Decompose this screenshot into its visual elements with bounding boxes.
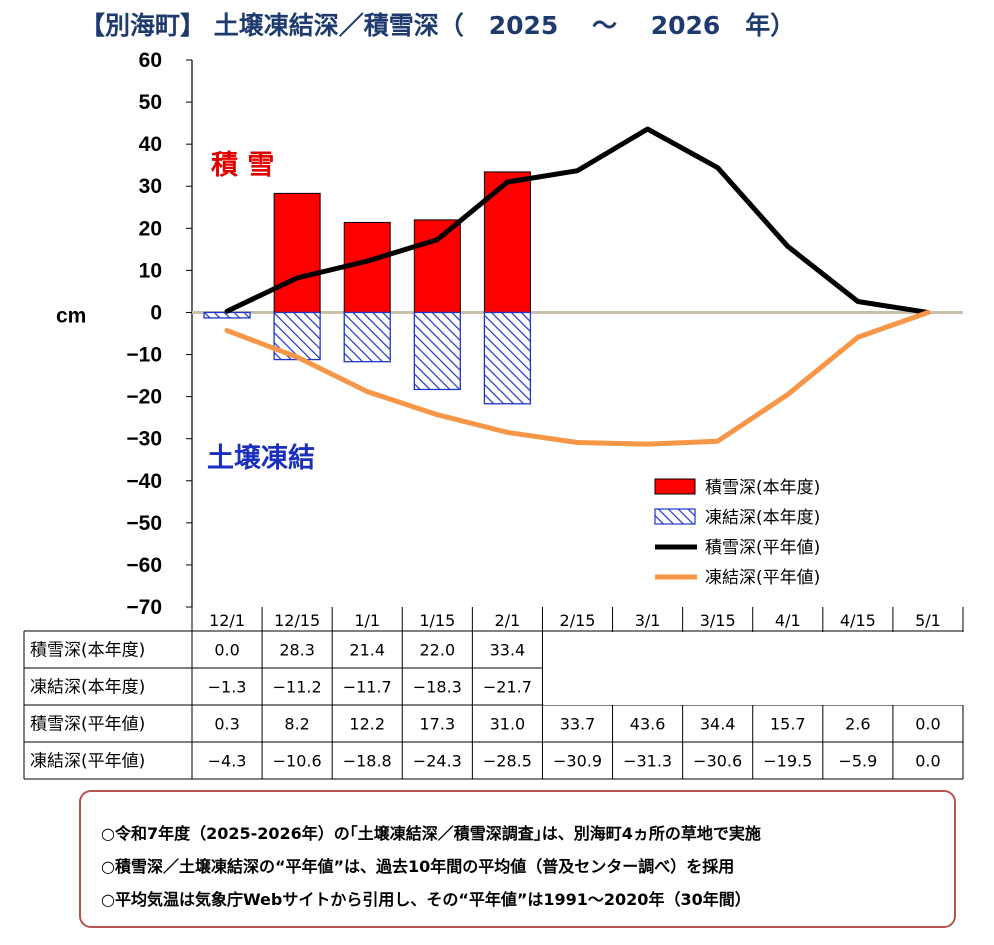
y-tick-label: −40 [126, 470, 162, 493]
data-label: −30.9 [553, 752, 602, 771]
x-tick-label: 1/15 [419, 611, 455, 630]
data-label: 12.2 [349, 715, 385, 734]
data-label: −18.8 [343, 752, 392, 771]
frost-bar [413, 311, 461, 391]
data-label: 0.0 [214, 641, 239, 660]
data-label: −1.3 [208, 678, 247, 697]
note-1: ○令和7年度（2025-2026年）の｢土壌凍結深／積雪深調査｣は、別海町4ヵ所… [101, 824, 761, 843]
note-2: ○積雪深／土壌凍結深の“平年値”は、過去10年間の平均値（普及センター調べ）を採… [101, 857, 735, 876]
data-label: 33.7 [560, 715, 596, 734]
data-label: 0.3 [214, 715, 239, 734]
snow-annotation: 積 雪 [211, 150, 274, 181]
y-tick-label: −60 [126, 554, 162, 577]
data-label: −30.6 [693, 752, 742, 771]
y-tick-label: 60 [139, 49, 162, 72]
y-tick-label: 40 [139, 133, 162, 156]
y-tick-label: −10 [126, 344, 162, 367]
data-label: 28.3 [279, 641, 315, 660]
frost-annotation: 土壌凍結 [207, 442, 315, 474]
data-label: 34.4 [700, 715, 736, 734]
data-label: −18.3 [413, 678, 462, 697]
data-label: 33.4 [490, 641, 526, 660]
x-tick-label: 4/1 [775, 611, 801, 630]
table-row-label: 積雪深(平年値) [30, 715, 145, 735]
y-tick-label: 0 [150, 301, 162, 324]
snow-bar [273, 192, 321, 313]
legend-swatch-snow [654, 478, 696, 495]
legend-swatch-frost [654, 508, 696, 525]
legend-label: 凍結深(本年度) [705, 508, 820, 528]
x-tick-label: 3/1 [635, 611, 661, 630]
note-3: ○平均気温は気象庁Webサイトから引用し、その“平年値”は1991～2020年（… [101, 890, 751, 909]
data-label: −24.3 [413, 752, 462, 771]
data-label: −28.5 [483, 752, 532, 771]
y-tick-label: 50 [139, 91, 162, 114]
frost-bar [483, 311, 532, 405]
data-label: 21.4 [349, 641, 385, 660]
data-label: −11.7 [343, 678, 392, 697]
y-tick-label: −50 [126, 512, 162, 535]
x-tick-label: 12/15 [274, 611, 320, 630]
data-label: −31.3 [623, 752, 672, 771]
data-label: −11.2 [273, 678, 322, 697]
data-label: 8.2 [284, 715, 309, 734]
snow-bar [413, 219, 461, 313]
data-label: 22.0 [420, 641, 456, 660]
notes-box: ○令和7年度（2025-2026年）の｢土壌凍結深／積雪深調査｣は、別海町4ヵ所… [79, 790, 956, 928]
data-label: 0.0 [915, 752, 940, 771]
data-label: 31.0 [490, 715, 526, 734]
x-tick-label: 2/1 [495, 611, 521, 630]
normal-frost-line [224, 309, 931, 447]
y-tick-label: 10 [139, 259, 162, 282]
data-label: −5.9 [838, 752, 877, 771]
table-row-label: 積雪深(本年度) [30, 641, 145, 661]
legend-label: 凍結深(平年値) [705, 568, 820, 588]
y-axis-label: cm [56, 304, 86, 327]
data-label: −4.3 [208, 752, 247, 771]
x-tick-label: 1/1 [354, 611, 380, 630]
table-blank-area [543, 632, 966, 705]
data-label: 15.7 [770, 715, 806, 734]
table-row-label: 凍結深(平年値) [30, 752, 145, 772]
data-label: 2.6 [845, 715, 870, 734]
data-label: −19.5 [763, 752, 812, 771]
data-label: 17.3 [420, 715, 456, 734]
x-tick-label: 4/15 [840, 611, 876, 630]
frost-bar [343, 311, 391, 363]
snow-frost-chart: 【別海町】 土壌凍結深／積雪深（ 2025 ～ 2026 年） 60 50 40 30… [23, 11, 966, 780]
legend-label: 積雪深(平年値) [705, 538, 820, 558]
y-tick-label: 30 [139, 175, 162, 198]
x-tick-label: 5/1 [915, 611, 941, 630]
y-tick-label: −70 [126, 596, 162, 619]
data-label: 0.0 [915, 715, 940, 734]
chart-title: 【別海町】 土壌凍結深／積雪深（ 2025 ～ 2026 年） [80, 11, 795, 40]
normal-snow-line [224, 126, 931, 315]
data-label: 43.6 [630, 715, 666, 734]
y-tick-label: 20 [139, 217, 162, 240]
x-tick-label: 3/15 [700, 611, 736, 630]
data-label: −21.7 [483, 678, 532, 697]
legend-label: 積雪深(本年度) [705, 478, 820, 498]
x-tick-label: 12/1 [209, 611, 245, 630]
x-tick-label: 2/15 [560, 611, 596, 630]
table-row-label: 凍結深(本年度) [30, 678, 145, 698]
y-tick-label: −30 [126, 428, 162, 451]
y-tick-label: −20 [126, 386, 162, 409]
data-label: −10.6 [273, 752, 322, 771]
